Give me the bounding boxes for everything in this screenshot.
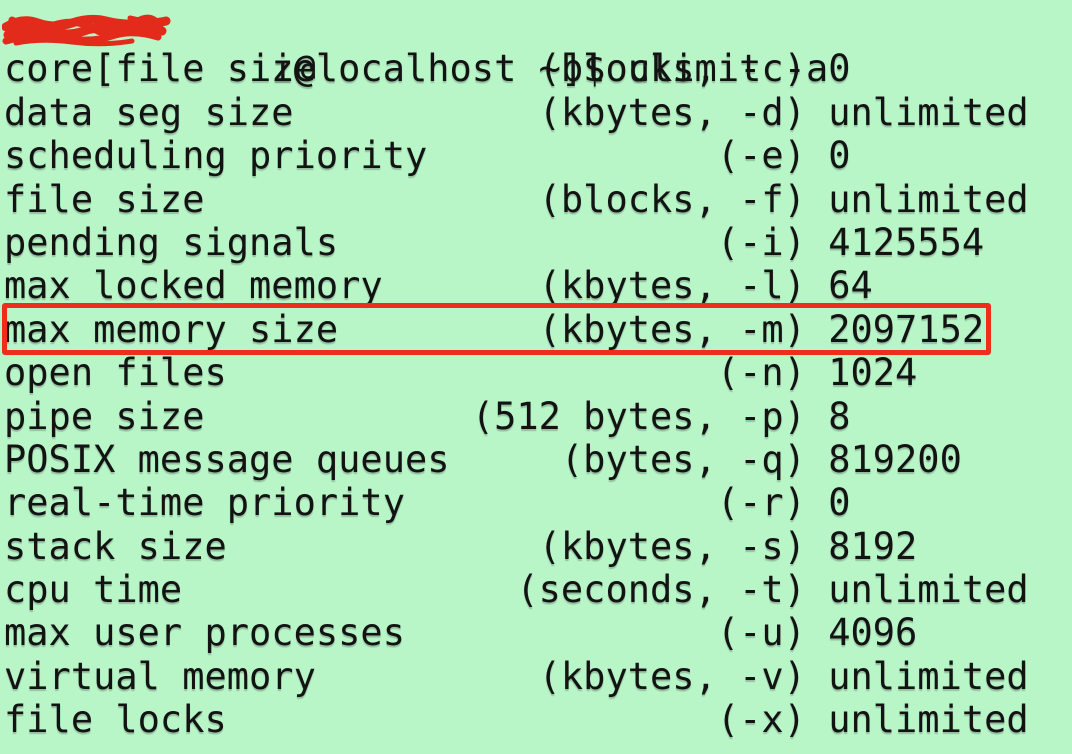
ulimit-row: real-time priority (-r) 0	[4, 481, 851, 525]
ulimit-row: stack size (kbytes, -s) 8192	[4, 524, 918, 568]
ulimit-row: max user processes (-u) 4096	[4, 611, 918, 655]
ulimit-rows: core file size (blocks, -c) 0 data seg si…	[2, 47, 1072, 742]
ulimit-row: file locks (-x) unlimited	[4, 698, 1029, 742]
prompt-text: [ i@localhost ~]$ ulimit -a	[93, 47, 829, 91]
ulimit-row: scheduling priority (-e) 0	[4, 134, 851, 178]
ulimit-row: pipe size (512 bytes, -p) 8	[4, 394, 851, 438]
ulimit-row: POSIX message queues (bytes, -q) 819200	[4, 437, 962, 481]
ulimit-row: virtual memory (kbytes, -v) unlimited	[4, 654, 1029, 698]
ulimit-row: core file size (blocks, -c) 0	[4, 47, 851, 91]
ulimit-row: max locked memory (kbytes, -l) 64	[4, 264, 873, 308]
ulimit-row: open files (-n) 1024	[4, 351, 918, 395]
redaction-scribble	[2, 14, 171, 47]
ulimit-row: file size (blocks, -f) unlimited	[4, 177, 1029, 221]
ulimit-row: pending signals (-i) 4125554	[4, 220, 985, 264]
ulimit-row: cpu time (seconds, -t) unlimited	[4, 568, 1029, 612]
ulimit-row: max memory size (kbytes, -m) 2097152	[2, 302, 1072, 356]
prompt-line: [ i@localhost ~]$ ulimit -a	[2, 4, 1072, 90]
ulimit-row: data seg size (kbytes, -d) unlimited	[4, 90, 1029, 134]
next-prompt-line: [ ~]$	[4, 742, 1072, 754]
